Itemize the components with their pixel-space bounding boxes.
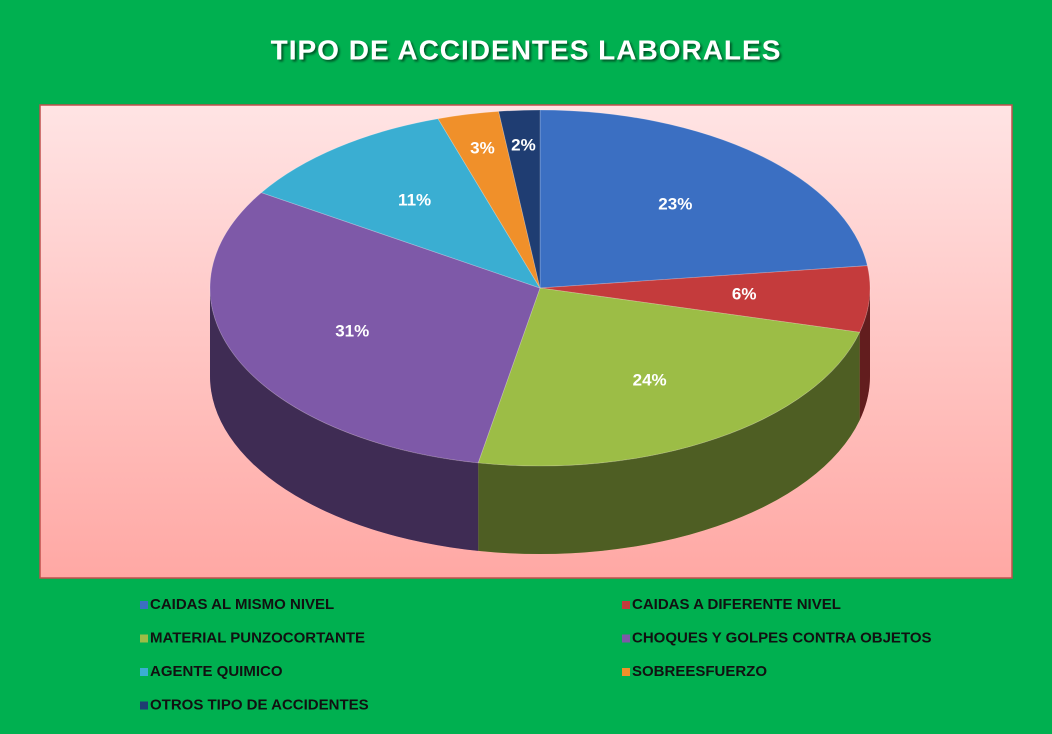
- legend-label: CAIDAS AL MISMO NIVEL: [150, 596, 334, 613]
- legend-swatch: [140, 668, 148, 676]
- data-label: 3%: [470, 139, 495, 158]
- chart-title: TIPO DE ACCIDENTES LABORALES: [271, 34, 782, 65]
- legend-label: OTROS TIPO DE ACCIDENTES: [150, 696, 369, 713]
- legend-label: CAIDAS A DIFERENTE NIVEL: [632, 596, 841, 613]
- legend-swatch: [140, 601, 148, 609]
- slice: [260, 118, 541, 289]
- legend-label: SOBREESFUERZO: [632, 663, 767, 680]
- data-label: 31%: [335, 321, 369, 340]
- slice: [539, 265, 871, 333]
- slice: [498, 109, 541, 289]
- legend-swatch: [140, 701, 148, 710]
- data-label: 23%: [658, 195, 692, 214]
- legend-label: CHOQUES Y GOLPES CONTRA OBJETOS: [632, 629, 932, 646]
- data-label: 11%: [398, 190, 431, 209]
- slice: [209, 192, 541, 464]
- data-label: 6%: [732, 284, 757, 303]
- legend-swatch: [622, 634, 630, 643]
- slice-side-shade: [210, 288, 479, 551]
- slice: [437, 110, 541, 289]
- slice: [477, 287, 861, 467]
- legend-label: MATERIAL PUNZOCORTANTE: [150, 629, 365, 646]
- slice-side-shade: [478, 332, 860, 554]
- data-label: 24%: [633, 371, 667, 390]
- slice: [539, 109, 868, 289]
- slice-side-shade: [859, 288, 870, 421]
- legend-swatch: [622, 601, 630, 609]
- legend-swatch: [622, 668, 630, 676]
- legend-label: AGENTE QUIMICO: [150, 663, 283, 680]
- legend-swatch: [140, 634, 148, 643]
- data-label: 2%: [511, 135, 536, 154]
